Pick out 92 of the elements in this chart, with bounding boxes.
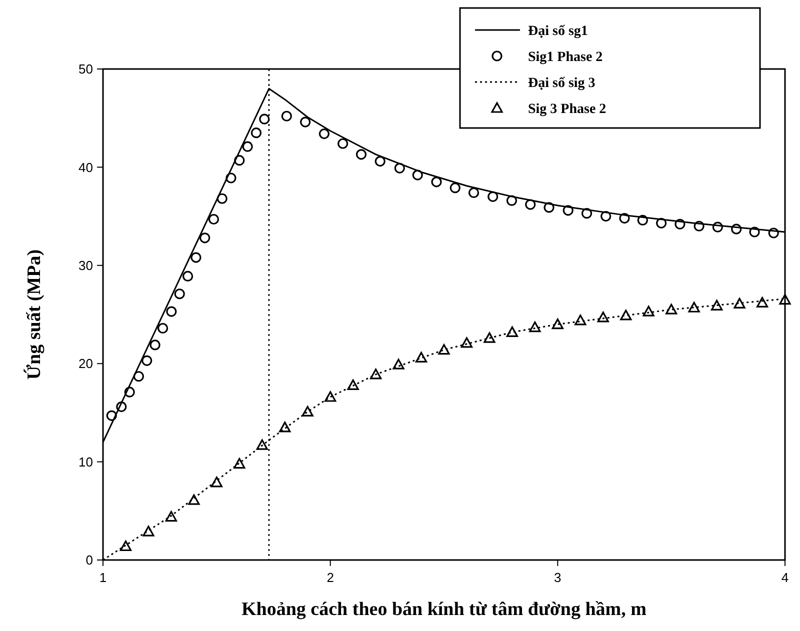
point [450,182,460,194]
point [116,402,127,412]
x-tick-label: 1 [99,570,107,585]
point [374,156,386,167]
point [226,172,236,184]
point [756,296,768,308]
y-tick-label: 30 [78,258,93,273]
legend-label: Sig1 Phase 2 [528,50,603,65]
point [574,314,586,326]
point [711,300,723,310]
x-axis-title: Khoảng cách theo bán kính từ tâm đường hầm, m [242,599,647,620]
point [768,228,779,238]
point [174,288,185,300]
point [688,302,700,312]
point [506,195,518,206]
legend-label: Đại số sig 3 [528,76,596,91]
point [318,128,330,140]
point [581,208,592,219]
x-tick-label: 2 [326,570,334,585]
point [190,252,202,263]
point [642,306,654,316]
point [779,294,791,305]
y-tick-label: 0 [86,552,93,568]
point [731,224,742,234]
point [182,270,194,282]
point [150,340,160,350]
point [256,439,268,450]
point [165,510,177,522]
point [142,355,152,366]
point [166,306,177,317]
y-tick-label: 20 [78,356,93,372]
point [656,218,667,228]
point [259,114,270,124]
point [468,187,480,198]
point [250,128,262,138]
point [460,337,473,348]
point [208,214,220,225]
point [674,218,686,230]
point [394,162,405,174]
point [597,312,609,322]
point [370,368,382,380]
point [734,298,746,308]
point [302,406,314,417]
point [216,193,228,204]
legend-label: Đại số sg1 [528,24,588,39]
point [562,205,574,216]
point [234,458,246,469]
point [300,116,311,128]
point [694,220,704,232]
point [234,155,245,166]
point [142,526,154,536]
point [338,138,348,149]
point [324,391,336,402]
point [120,540,132,552]
point [157,322,168,334]
point [133,371,144,382]
y-axis-title: Ứng suất (MPa) [23,249,45,380]
point [525,199,536,210]
point [279,422,291,432]
point [529,321,541,332]
point [124,386,135,398]
point [281,110,292,122]
point [412,170,423,180]
point [712,222,724,232]
point [356,149,367,160]
point [488,191,498,202]
point [619,212,630,224]
x-tick-label: 3 [554,570,562,585]
point [544,202,554,213]
x-tick-label: 4 [781,570,789,585]
point [620,310,632,320]
point [188,494,200,505]
point [210,476,222,488]
y-tick-label: 50 [78,62,93,77]
point [106,410,117,421]
y-tick-label: 10 [78,454,93,470]
point [200,232,210,244]
point [347,379,359,390]
point [242,141,253,152]
point [431,176,442,188]
point [600,211,612,222]
point [392,358,404,370]
y-tick-label: 40 [78,160,93,175]
point [666,304,678,314]
point [552,318,564,330]
point [637,214,648,226]
point [506,326,518,337]
legend-label: Sig 3 Phase 2 [528,102,606,117]
point [438,344,450,355]
point [749,226,760,238]
point [484,332,496,343]
point [415,352,428,363]
